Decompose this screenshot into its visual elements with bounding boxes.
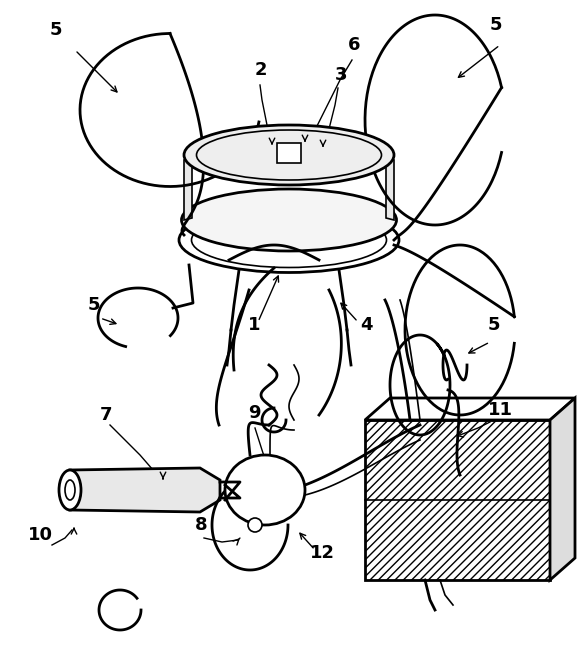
Text: 9: 9 (248, 404, 261, 422)
Ellipse shape (248, 518, 262, 532)
Text: 3: 3 (335, 66, 347, 84)
Ellipse shape (184, 125, 394, 185)
Ellipse shape (59, 470, 81, 510)
Polygon shape (184, 158, 192, 220)
Text: 7: 7 (100, 406, 113, 424)
Text: 2: 2 (255, 61, 268, 79)
Text: 5: 5 (88, 296, 101, 314)
Text: 5: 5 (488, 316, 501, 334)
Text: 8: 8 (195, 516, 208, 534)
Polygon shape (386, 158, 394, 220)
Text: 5: 5 (490, 16, 502, 34)
Ellipse shape (65, 480, 75, 500)
Text: 10: 10 (28, 526, 53, 544)
Ellipse shape (225, 455, 305, 525)
Bar (277, 143, 301, 163)
Text: 4: 4 (360, 316, 372, 334)
Text: 11: 11 (488, 401, 513, 419)
Text: 6: 6 (348, 36, 361, 54)
Text: 1: 1 (248, 316, 261, 334)
Polygon shape (365, 398, 575, 420)
Polygon shape (70, 468, 220, 512)
Ellipse shape (181, 189, 397, 251)
Bar (365, 420, 550, 580)
Polygon shape (550, 398, 575, 580)
Text: 5: 5 (50, 21, 62, 39)
Text: 12: 12 (310, 544, 335, 562)
